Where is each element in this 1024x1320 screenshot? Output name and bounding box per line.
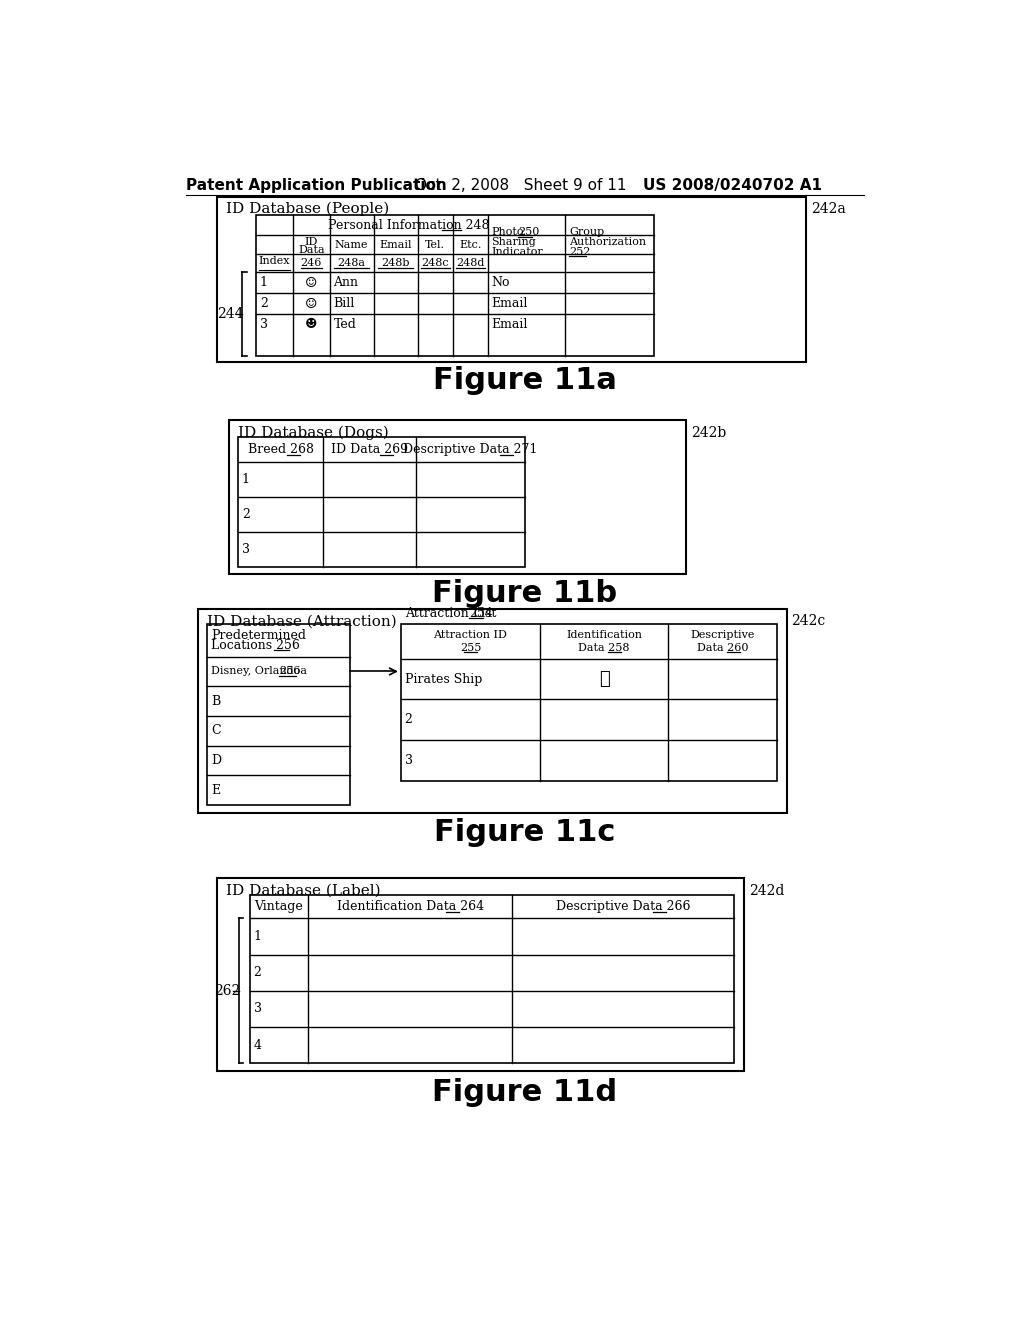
Text: ID Data 269: ID Data 269 [332, 444, 409, 455]
Text: 244: 244 [217, 308, 244, 321]
Bar [250, 895, 734, 1063]
Text: Name: Name [335, 240, 369, 249]
Text: ID Database (People): ID Database (People) [226, 202, 390, 216]
Text: Descriptive Data 271: Descriptive Data 271 [403, 444, 538, 455]
Text: ID Database (Dogs): ID Database (Dogs) [238, 425, 389, 440]
Text: Oct. 2, 2008   Sheet 9 of 11: Oct. 2, 2008 Sheet 9 of 11 [415, 178, 627, 193]
Text: Attraction ID: Attraction ID [433, 631, 508, 640]
Text: US 2008/0240702 A1: US 2008/0240702 A1 [643, 178, 822, 193]
Text: 1: 1 [242, 473, 250, 486]
Text: Data 260: Data 260 [697, 643, 749, 652]
Text: 256a: 256a [280, 667, 307, 676]
Text: Descriptive Data 266: Descriptive Data 266 [556, 900, 690, 913]
Text: Email: Email [380, 240, 412, 249]
Text: Sharing: Sharing [492, 236, 537, 247]
Text: 250: 250 [518, 227, 540, 238]
Text: 255: 255 [460, 643, 481, 652]
Text: ☺: ☺ [305, 276, 317, 290]
Text: Patent Application Publication: Patent Application Publication [186, 178, 446, 193]
Text: Disney, Orlando: Disney, Orlando [211, 667, 304, 676]
Text: Authorization: Authorization [569, 236, 646, 247]
Text: 248d: 248d [456, 259, 484, 268]
Text: Group: Group [569, 227, 604, 238]
Text: Identification: Identification [566, 631, 642, 640]
Text: Index: Index [259, 256, 290, 267]
Text: Breed 268: Breed 268 [248, 444, 313, 455]
Text: 242b: 242b [690, 425, 726, 440]
Text: Pirates Ship: Pirates Ship [404, 673, 482, 685]
Text: 254: 254 [469, 607, 493, 620]
Text: 242c: 242c [792, 614, 825, 628]
Text: ID Database (Label): ID Database (Label) [226, 883, 381, 898]
Text: 3: 3 [260, 318, 267, 331]
Text: Figure 11c: Figure 11c [434, 817, 615, 846]
Text: E: E [211, 784, 220, 797]
Text: 3: 3 [404, 754, 413, 767]
Text: 2: 2 [254, 966, 261, 979]
Text: Descriptive: Descriptive [690, 631, 755, 640]
Bar [217, 878, 744, 1071]
Text: Identification Data 264: Identification Data 264 [337, 900, 483, 913]
Text: Figure 11a: Figure 11a [433, 366, 616, 395]
Text: Data: Data [298, 246, 325, 255]
Text: 2: 2 [242, 508, 250, 520]
Text: Predetermined: Predetermined [211, 628, 306, 642]
Text: C: C [211, 725, 220, 738]
Text: ☻: ☻ [305, 317, 317, 331]
Bar [217, 197, 806, 363]
Text: 3: 3 [242, 543, 250, 556]
Bar [238, 437, 524, 566]
Text: 246: 246 [301, 259, 322, 268]
Bar [198, 609, 786, 813]
Text: 2: 2 [260, 297, 267, 310]
Text: B: B [211, 694, 220, 708]
Text: D: D [211, 754, 221, 767]
Text: ☺: ☺ [305, 297, 317, 310]
Text: 2: 2 [404, 713, 413, 726]
Text: 262: 262 [214, 983, 241, 998]
Text: 1: 1 [260, 276, 267, 289]
Text: No: No [492, 276, 510, 289]
Text: Bill: Bill [334, 297, 354, 310]
Text: Tel.: Tel. [425, 240, 445, 249]
Text: 1: 1 [254, 931, 261, 942]
Text: Etc.: Etc. [459, 240, 481, 249]
Text: 248c: 248c [422, 259, 450, 268]
Text: Attraction List: Attraction List [404, 607, 500, 620]
Text: Email: Email [492, 318, 527, 331]
Text: 3: 3 [254, 1002, 261, 1015]
Text: Vintage: Vintage [254, 900, 303, 913]
Bar [207, 624, 350, 805]
Text: Figure 11b: Figure 11b [432, 579, 617, 609]
Bar [256, 215, 654, 356]
Bar [228, 420, 686, 574]
Text: Ted: Ted [334, 318, 356, 331]
Text: 4: 4 [254, 1039, 261, 1052]
Text: Email: Email [492, 297, 527, 310]
Text: 252: 252 [569, 247, 591, 256]
Text: 242d: 242d [749, 883, 784, 898]
Text: ID Database (Attraction): ID Database (Attraction) [207, 614, 397, 628]
Text: Personal Information 248: Personal Information 248 [328, 219, 489, 232]
Text: Indicator: Indicator [492, 247, 543, 256]
Bar [400, 624, 777, 780]
Text: ID: ID [304, 238, 318, 247]
Text: 248b: 248b [382, 259, 410, 268]
Text: Ann: Ann [334, 276, 358, 289]
Text: Data 258: Data 258 [579, 643, 630, 652]
Text: Photo: Photo [492, 227, 524, 238]
Text: 242a: 242a [811, 202, 846, 216]
Text: ⛴: ⛴ [599, 671, 609, 688]
Text: Locations 256: Locations 256 [211, 639, 300, 652]
Text: Figure 11d: Figure 11d [432, 1078, 617, 1107]
Text: 248a: 248a [338, 259, 366, 268]
